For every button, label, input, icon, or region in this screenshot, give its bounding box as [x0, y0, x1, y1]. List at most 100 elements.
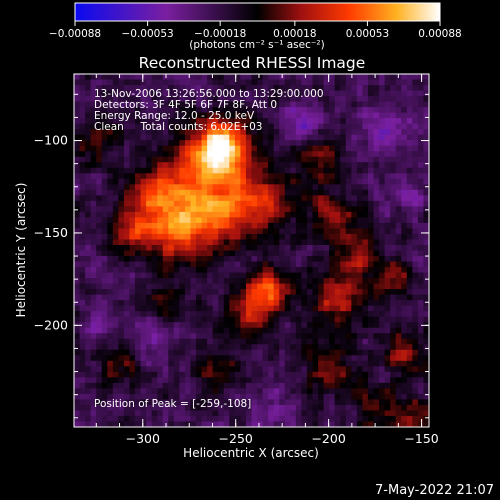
- heatmap-cell: [251, 173, 258, 180]
- heatmap-cell: [351, 300, 358, 307]
- heatmap-cell: [112, 167, 119, 174]
- heatmap-cell: [140, 393, 147, 401]
- heatmap-cell: [334, 399, 341, 406]
- heatmap-cell: [140, 360, 147, 367]
- heatmap-cell: [306, 415, 314, 423]
- heatmap-cell: [151, 294, 158, 301]
- heatmap-cell: [390, 228, 397, 235]
- heatmap-cell: [284, 349, 291, 356]
- heatmap-cell: [323, 239, 330, 246]
- heatmap-cell: [362, 90, 369, 97]
- heatmap-cell: [384, 410, 391, 417]
- heatmap-cell: [107, 360, 114, 367]
- heatmap-cell: [101, 366, 108, 373]
- heatmap-cell: [107, 134, 114, 141]
- heatmap-cell: [118, 74, 125, 81]
- heatmap-cell: [323, 189, 330, 196]
- heatmap-cell: [273, 278, 280, 285]
- heatmap-cell: [190, 256, 197, 263]
- heatmap-cell: [207, 349, 214, 356]
- heatmap-cell: [406, 294, 413, 301]
- heatmap-cell: [412, 360, 419, 367]
- heatmap-cell: [268, 112, 275, 119]
- heatmap-cell: [140, 399, 147, 406]
- heatmap-cell: [101, 184, 108, 191]
- heatmap-cell: [135, 267, 142, 274]
- heatmap-cell: [135, 355, 142, 362]
- heatmap-cell: [367, 250, 375, 257]
- heatmap-cell: [196, 156, 203, 163]
- heatmap-cell: [218, 233, 225, 241]
- heatmap-cell: [240, 239, 247, 246]
- heatmap-cell: [334, 206, 341, 213]
- heatmap-cell: [162, 90, 169, 97]
- heatmap-cell: [190, 140, 197, 147]
- heatmap-cell: [367, 344, 375, 351]
- heatmap-cell: [146, 289, 153, 296]
- heatmap-cell: [179, 294, 186, 301]
- heatmap-cell: [262, 267, 269, 274]
- heatmap-cell: [85, 189, 92, 196]
- heatmap-cell: [190, 327, 197, 334]
- heatmap-cell: [96, 410, 103, 417]
- heatmap-cell: [157, 399, 164, 406]
- heatmap-cell: [212, 294, 219, 301]
- heatmap-cell: [207, 195, 214, 202]
- heatmap-cell: [168, 261, 175, 268]
- heatmap-cell: [268, 189, 275, 196]
- heatmap-cell: [306, 349, 314, 356]
- heatmap-cell: [107, 322, 114, 329]
- heatmap-cell: [356, 200, 364, 207]
- heatmap-cell: [367, 393, 375, 401]
- heatmap-cell: [301, 178, 308, 185]
- heatmap-cell: [245, 228, 253, 235]
- heatmap-cell: [140, 349, 147, 356]
- heatmap-cell: [279, 289, 286, 296]
- heatmap-cell: [379, 404, 386, 412]
- heatmap-cell: [74, 410, 81, 417]
- heatmap-cell: [384, 74, 391, 81]
- heatmap-cell: [201, 145, 208, 152]
- heatmap-cell: [173, 151, 180, 158]
- heatmap-cell: [140, 167, 147, 174]
- heatmap-cell: [301, 404, 308, 412]
- heatmap-cell: [356, 382, 364, 389]
- heatmap-cell: [306, 371, 314, 378]
- heatmap-cell: [301, 217, 308, 224]
- heatmap-cell: [390, 344, 397, 351]
- heatmap-cell: [90, 112, 97, 119]
- heatmap-cell: [290, 316, 297, 323]
- heatmap-cell: [90, 283, 97, 290]
- heatmap-cell: [273, 382, 280, 389]
- heatmap-cell: [190, 283, 197, 290]
- heatmap-cell: [318, 261, 325, 268]
- heatmap-cell: [74, 162, 81, 169]
- heatmap-cell: [140, 272, 147, 279]
- heatmap-cell: [212, 278, 219, 285]
- heatmap-cell: [96, 311, 103, 318]
- heatmap-cell: [146, 267, 153, 274]
- heatmap-cell: [412, 316, 419, 323]
- heatmap-cell: [318, 349, 325, 356]
- heatmap-cell: [118, 338, 125, 345]
- heatmap-cell: [356, 184, 364, 191]
- heatmap-cell: [179, 200, 186, 207]
- heatmap-cell: [157, 74, 164, 81]
- heatmap-cell: [162, 173, 169, 180]
- heatmap-cell: [318, 101, 325, 108]
- heatmap-cell: [306, 178, 314, 185]
- heatmap-cell: [96, 96, 103, 103]
- heatmap-cell: [318, 123, 325, 130]
- heatmap-cell: [356, 173, 364, 180]
- heatmap-cell: [312, 151, 319, 158]
- heatmap-cell: [107, 404, 114, 412]
- heatmap-cell: [367, 305, 375, 312]
- heatmap-cell: [79, 145, 86, 152]
- heatmap-cell: [306, 112, 314, 119]
- heatmap-cell: [107, 151, 114, 158]
- heatmap-cell: [135, 272, 142, 279]
- heatmap-cell: [173, 327, 180, 334]
- heatmap-cell: [362, 305, 369, 312]
- heatmap-cell: [390, 338, 397, 345]
- heatmap-cell: [101, 421, 108, 427]
